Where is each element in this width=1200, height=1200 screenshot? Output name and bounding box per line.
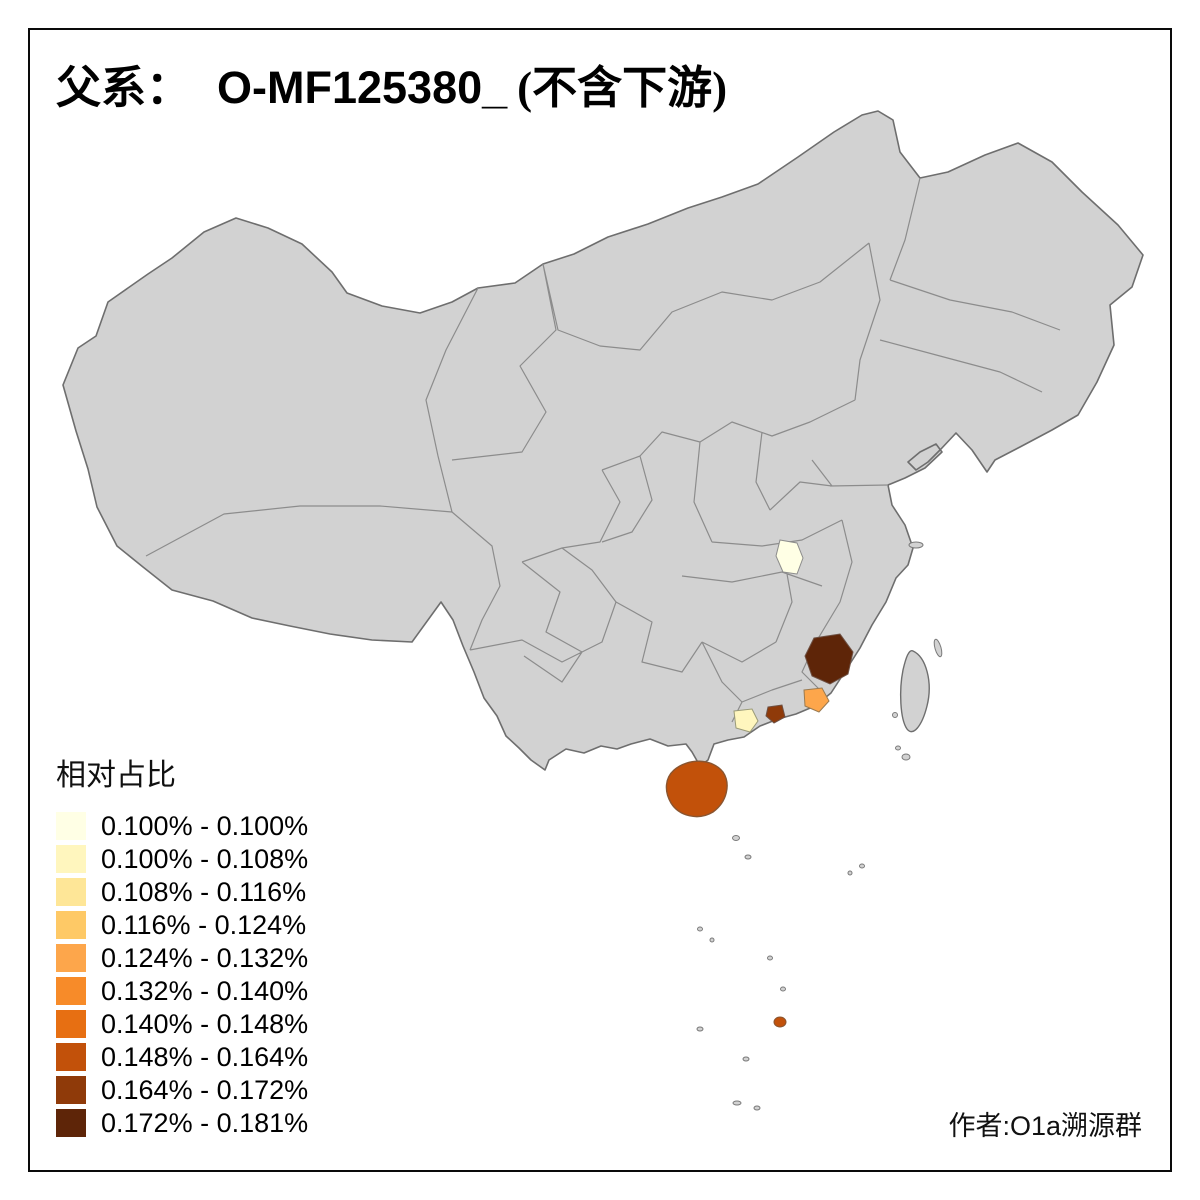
legend-item-label: 0.164% - 0.172% xyxy=(101,1074,309,1105)
mainland-outline xyxy=(62,110,1144,771)
legend-item-label: 0.124% - 0.132% xyxy=(101,942,309,973)
legend-color-swatch xyxy=(56,812,86,840)
region-sea-island xyxy=(773,1016,787,1028)
region-central-pale xyxy=(775,539,804,575)
legend-item-label: 0.100% - 0.100% xyxy=(101,810,309,841)
region-west-guangdong-pale xyxy=(733,708,759,733)
title-haplogroup: O-MF125380_ xyxy=(217,62,508,113)
legend-color-swatch xyxy=(56,944,86,972)
legend-color-swatch xyxy=(56,977,86,1005)
legend-item: 0.124% - 0.132% xyxy=(56,942,309,973)
legend-item-label: 0.140% - 0.148% xyxy=(101,1008,309,1039)
legend-item-label: 0.172% - 0.181% xyxy=(101,1107,309,1138)
legend-color-swatch xyxy=(56,1010,86,1038)
title-prefix: 父系： xyxy=(56,63,192,113)
legend-item: 0.108% - 0.116% xyxy=(56,876,308,907)
legend-color-swatch xyxy=(56,911,86,939)
taiwan-island xyxy=(899,650,930,733)
legend-color-swatch xyxy=(56,845,86,873)
region-hainan xyxy=(665,760,728,818)
sea-islands xyxy=(696,541,943,1111)
legend-item: 0.140% - 0.148% xyxy=(56,1008,309,1039)
legend-item-label: 0.132% - 0.140% xyxy=(101,975,309,1006)
legend-item-label: 0.100% - 0.108% xyxy=(101,843,309,874)
title-suffix: (不含下游) xyxy=(517,63,728,113)
legend-item-label: 0.148% - 0.164% xyxy=(101,1041,309,1072)
legend-item: 0.100% - 0.108% xyxy=(56,843,309,874)
legend-item: 0.116% - 0.124% xyxy=(56,909,308,940)
legend-color-swatch xyxy=(56,1076,86,1104)
legend-item-label: 0.116% - 0.124% xyxy=(101,909,307,940)
legend-color-swatch xyxy=(56,1043,86,1071)
legend-items: 0.100% - 0.100% 0.100% - 0.108% 0.108% -… xyxy=(56,810,309,1138)
region-coastal-orange xyxy=(803,687,830,713)
region-delta-dark xyxy=(765,704,786,724)
legend-item: 0.148% - 0.164% xyxy=(56,1041,309,1072)
legend-color-swatch xyxy=(56,1109,86,1137)
legend-item: 0.100% - 0.100% xyxy=(56,810,309,841)
region-fujian-dark xyxy=(804,633,854,685)
legend: 相对占比 0.100% - 0.100% 0.100% - 0.108% 0.1… xyxy=(56,750,308,1142)
author-credit: 作者:O1a溯源群 xyxy=(948,1111,1142,1141)
legend-item: 0.172% - 0.181% xyxy=(56,1107,309,1138)
legend-title: 相对占比 xyxy=(56,759,176,792)
legend-item-label: 0.108% - 0.116% xyxy=(101,876,307,907)
legend-color-swatch xyxy=(56,878,86,906)
page-title: 父系： O-MF125380_ (不含下游) xyxy=(56,62,727,115)
legend-item: 0.164% - 0.172% xyxy=(56,1074,309,1105)
legend-item: 0.132% - 0.140% xyxy=(56,975,309,1006)
